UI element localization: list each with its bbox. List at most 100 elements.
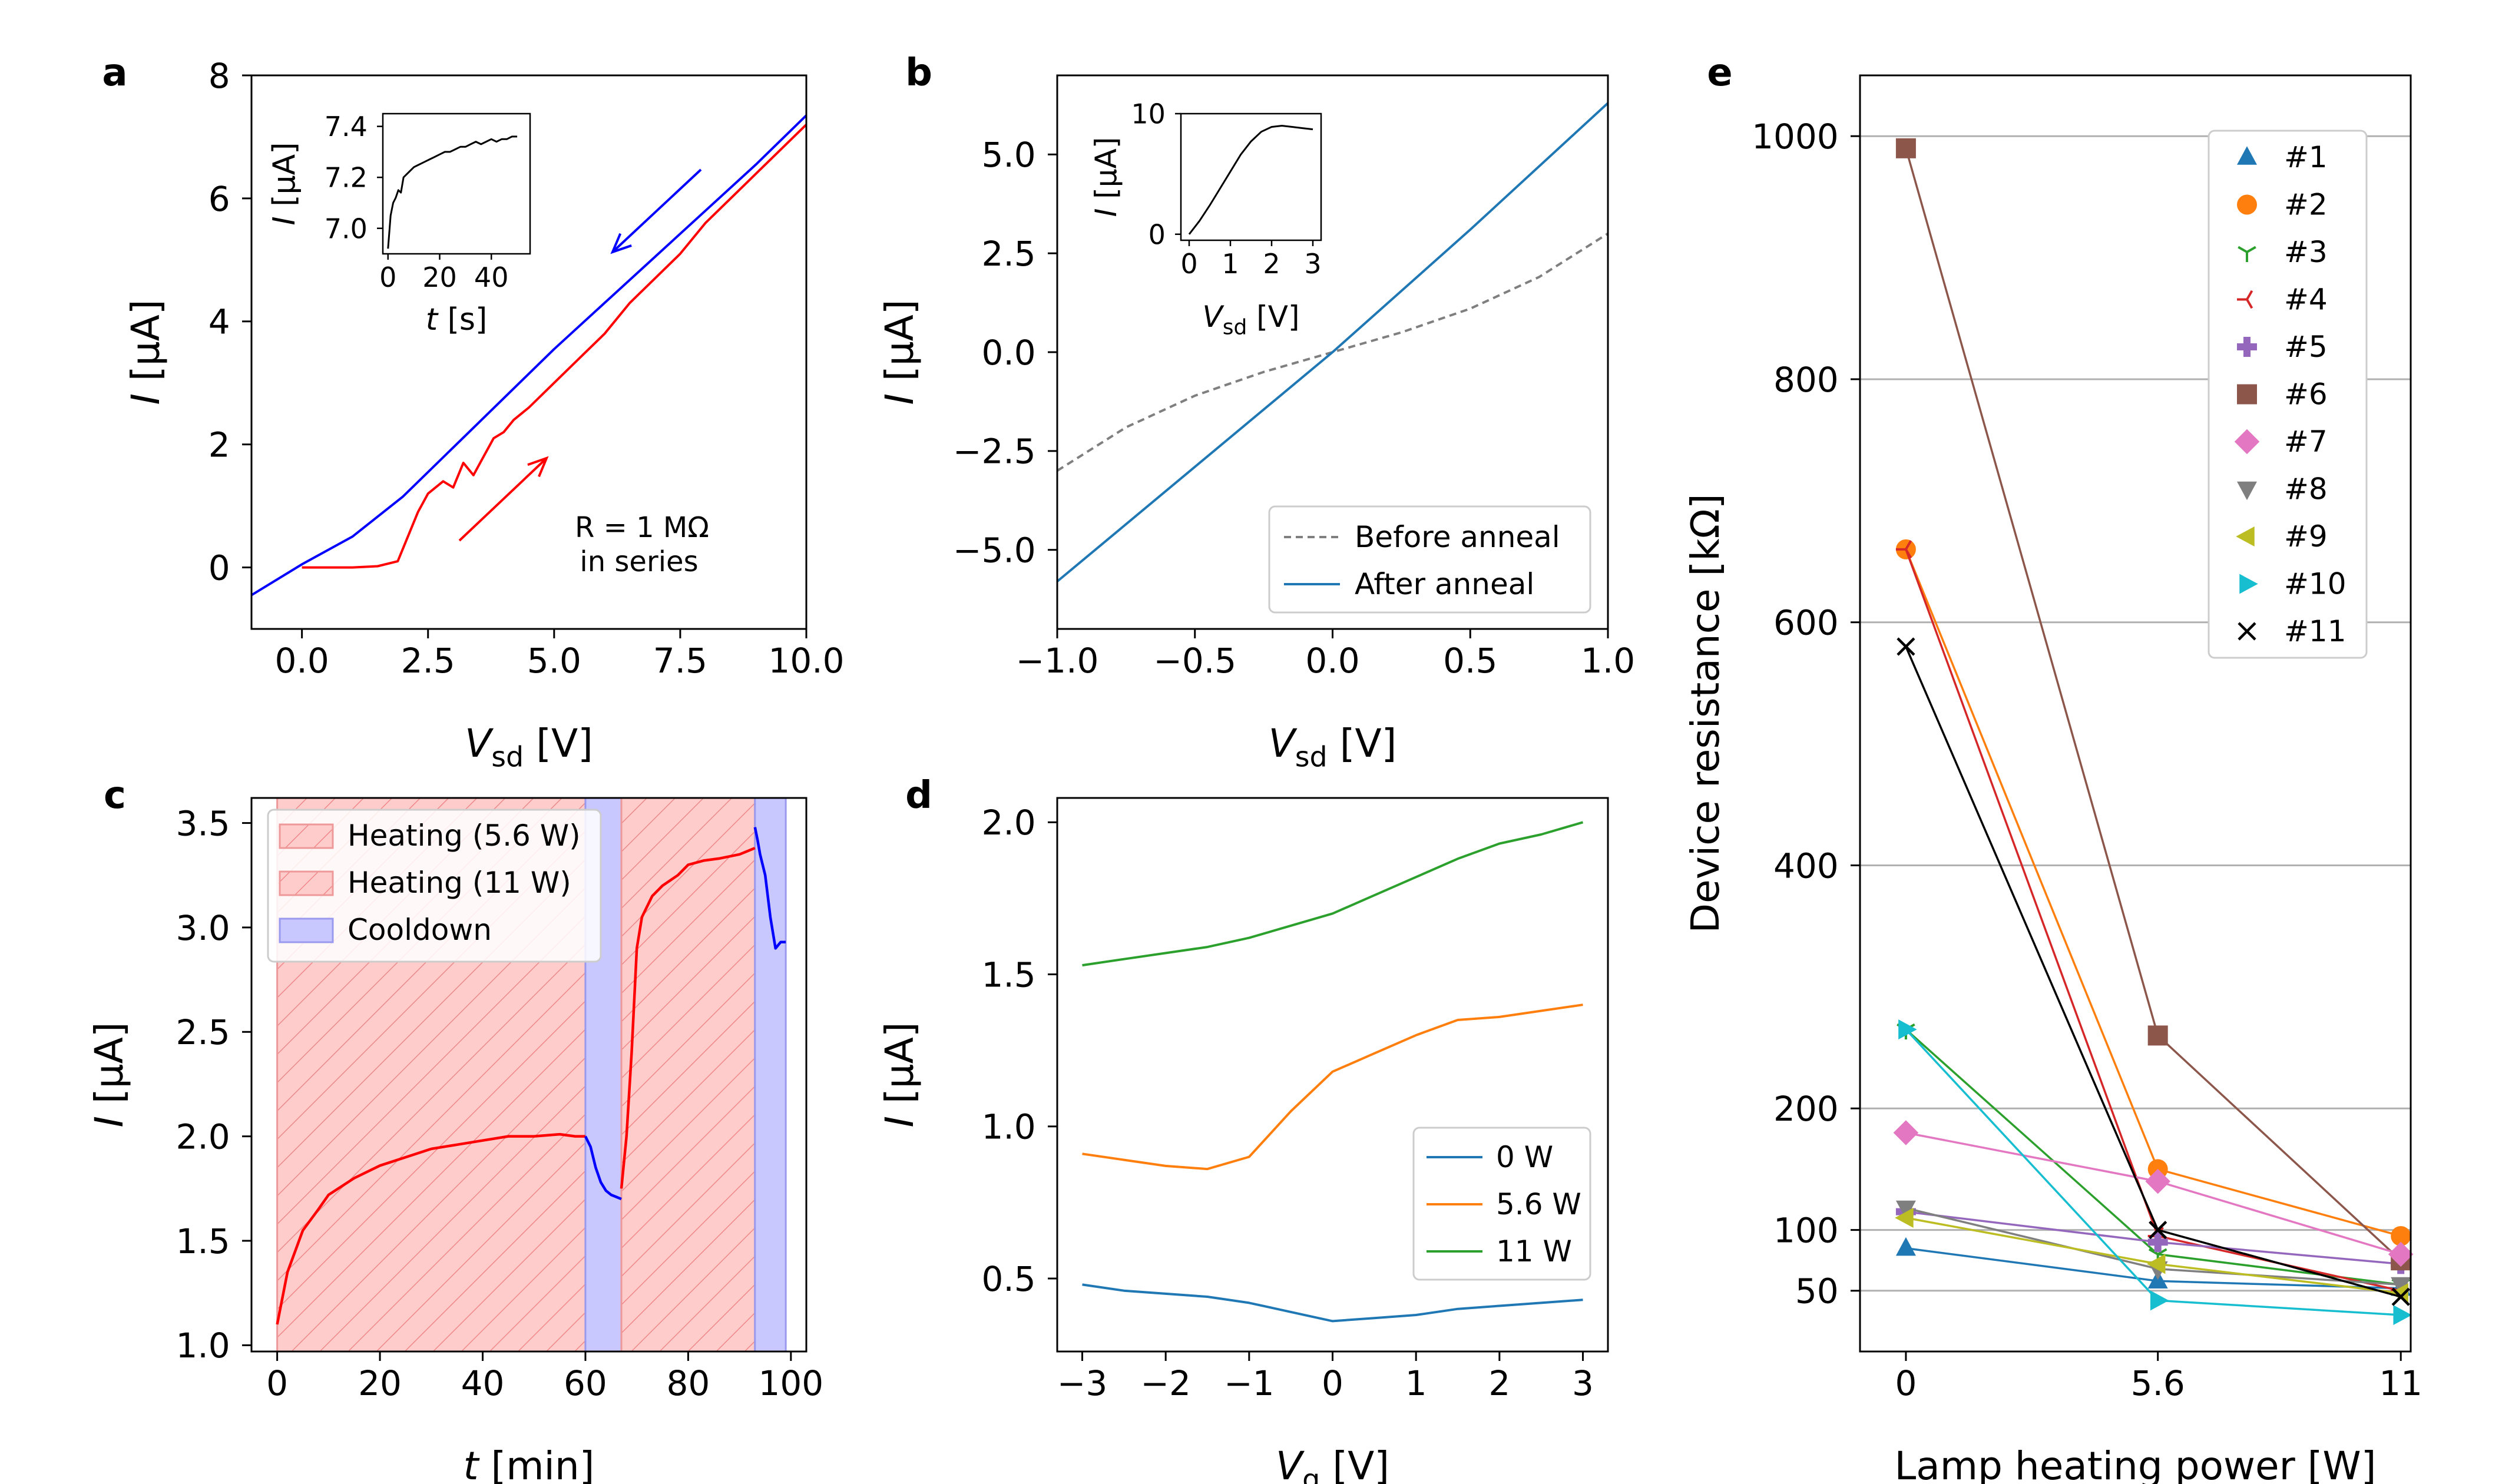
legend-marker [2237,384,2257,405]
data-point [2391,1277,2411,1296]
y-tick-label: 7.2 [325,162,368,194]
y-tick-label: 10 [1131,98,1166,130]
legend-marker [2238,246,2256,262]
x-tick-label: 7.5 [653,641,707,681]
inset-bg [383,114,530,254]
x-tick-label: 10.0 [768,641,844,681]
data-point [2391,1225,2411,1246]
annotation-r-sub: in series [580,545,698,578]
y-tick-label: 1.5 [176,1221,230,1261]
x-axis-label: Vsd [V] [465,721,593,774]
inset-line [1188,125,1313,235]
series-line [302,124,806,569]
legend-label: 5.6 W [1496,1187,1581,1221]
y-tick-label: 7.0 [325,213,368,244]
x-tick-label: 40 [461,1363,505,1403]
legend-marker [2237,290,2253,309]
series-line [1082,1003,1583,1171]
y-tick-label: 4 [208,302,230,342]
arrow-up-sweep [458,457,548,542]
x-tick-label: 20 [358,1363,402,1403]
axes-frame [1180,112,1322,241]
y-tick-label: 2.0 [176,1117,230,1157]
legend-label: Heating (5.6 W) [348,819,581,853]
x-tick-label: −1 [1224,1363,1275,1403]
x-tick-label: 2 [1488,1363,1510,1403]
x-axis-label: Lamp heating power [W] [1895,1443,2377,1484]
panel-label: b [905,51,932,95]
inset-line [387,135,518,249]
legend-marker [2237,481,2257,501]
y-tick-label: 800 [1773,360,1839,400]
x-axis-label: Vsd [V] [1269,721,1397,774]
y-tick-label: 0 [1149,218,1166,250]
data-point [2391,1287,2410,1306]
series-line [1057,102,1608,582]
x-tick-label: 0.5 [1443,641,1497,681]
axes-frame [1859,74,2412,1353]
axes-frame [250,74,807,630]
legend-label: Cooldown [348,913,492,947]
legend-marker [2237,194,2257,215]
series-line [1082,821,1584,967]
panel-c: 0 20 40 60 80 100 1.0 1.5 2.0 2.5 3.0 3.5 c t [min] I … [87,774,823,1484]
panel-label: c [104,774,126,817]
y-axis-label: Device resistance [kΩ] [1683,493,1728,933]
y-axis-label: I [µA] [87,1022,132,1127]
legend-box [1412,1127,1591,1281]
series-line [251,114,806,597]
data-point [2150,1290,2169,1311]
y-tick-label: 7.4 [325,111,368,143]
y-tick-label: 50 [1795,1271,1839,1311]
panel-e: 0 5.6 11 50 100 200 400 600 800 1000 e Lamp heating… [1683,51,2422,1484]
x-tick-label: 0 [1322,1363,1343,1403]
data-point [1898,1019,1917,1040]
x-tick-label: 3 [1304,248,1321,280]
legend-label: #11 [2284,614,2347,648]
data-point [1895,540,1912,559]
x-tick-label: −1.0 [1016,641,1099,681]
x-tick-label: 0.0 [1305,641,1359,681]
y-tick-label: 1.0 [176,1326,230,1366]
series-line [1057,232,1608,472]
y-tick-label: 200 [1773,1089,1839,1129]
x-tick-label: 100 [758,1363,823,1403]
data-point [2147,1025,2168,1046]
data-point [2147,1232,2168,1253]
x-tick-label: 5.6 [2131,1363,2185,1403]
series-line [753,827,786,950]
x-tick-label: 0 [1180,248,1197,280]
legend-swatch [279,823,334,849]
axes-frame [1056,74,1609,630]
x-tick-label: 0 [266,1363,288,1403]
x-tick-label: 1 [1405,1363,1427,1403]
data-point [1895,1237,1916,1256]
cooldown-region [754,797,787,1353]
legend-label: 11 W [1496,1234,1572,1268]
y-tick-label: 600 [1773,603,1839,643]
y-tick-label: 1.5 [981,955,1035,995]
y-tick-label: 2.5 [981,234,1035,274]
y-tick-label: 0.0 [981,333,1035,373]
x-tick-label: 2.5 [401,641,455,681]
x-tick-label: 1 [1222,248,1239,280]
series-line [1905,646,2401,1298]
data-point [2149,1221,2167,1240]
legend-box [2208,130,2368,659]
x-tick-label: −0.5 [1153,641,1236,681]
legend-label: #3 [2284,235,2328,269]
annotation-r: R = 1 MΩ [575,511,709,544]
legend-box [267,809,602,963]
x-tick-label: 3 [1572,1363,1594,1403]
arrow-down-sweep [611,168,702,253]
data-point [1895,1200,1916,1220]
panel-a: 0.0 2.5 5.0 7.5 10.0 0 2 4 6 8 a Vsd [V] I [µA] R = 1… [102,51,844,774]
y-tick-label: −5.0 [953,531,1036,571]
y-tick-label: 2 [208,425,230,465]
legend-label: #1 [2284,140,2328,174]
y-tick-label: 2.0 [981,803,1035,843]
data-point [1895,138,1916,158]
legend-marker [2234,429,2260,455]
legend-label: 0 W [1496,1140,1553,1174]
